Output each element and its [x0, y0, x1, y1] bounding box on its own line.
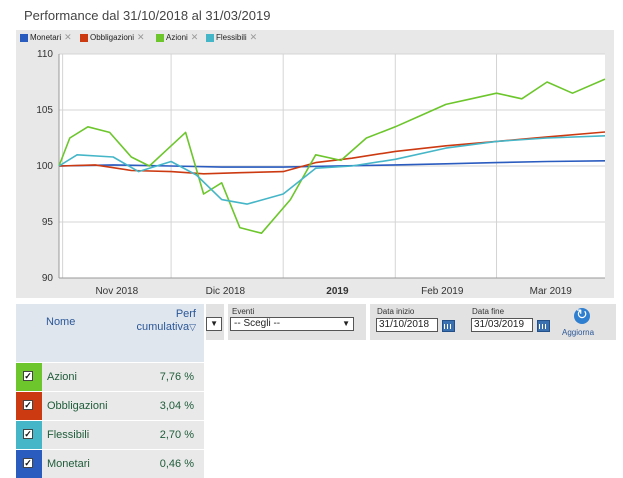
divider: [366, 304, 370, 340]
eventi-value: -- Scegli --: [234, 318, 281, 329]
legend-swatch: [156, 33, 164, 42]
x-tick-label: Nov 2018: [95, 286, 138, 297]
x-tick-label: 2019: [326, 286, 349, 297]
performance-chart: 110 105 100 95 90 Nov 2018 Dic 2018 2019 Feb 201…: [36, 49, 606, 297]
performance-table: Nome Perf cumulativa▽ ✓ Azioni 7,76 % ✓ …: [16, 304, 204, 478]
row-name: Flessibili: [47, 429, 90, 441]
chart-legend: Monetari ✕ Obbligazioni ✕ Azioni ✕ Fless…: [16, 30, 614, 44]
data-fine-label: Data fine: [472, 307, 505, 316]
close-icon[interactable]: ✕: [64, 32, 72, 42]
data-fine-input[interactable]: 31/03/2019: [471, 318, 533, 332]
table-row: ✓ Monetari 0,46 %: [16, 449, 204, 478]
x-tick-label: Dic 2018: [206, 286, 246, 297]
row-name: Monetari: [47, 458, 90, 470]
row-checkbox[interactable]: ✓: [23, 458, 33, 468]
chevron-down-icon: ▼: [210, 319, 218, 328]
table-row: ✓ Flessibili 2,70 %: [16, 420, 204, 449]
row-color-swatch: ✓: [16, 392, 42, 420]
legend-swatch: [206, 33, 214, 42]
column-header-perf[interactable]: Perf cumulativa▽: [137, 308, 197, 334]
row-name: Obbligazioni: [47, 400, 108, 412]
x-tick-label: Feb 2019: [421, 286, 464, 297]
y-tick-label: 90: [42, 273, 54, 284]
y-tick-label: 105: [36, 105, 53, 116]
data-inizio-label: Data inizio: [377, 307, 415, 316]
aggiorna-button[interactable]: Aggiorna: [562, 328, 595, 337]
legend-item-monetari[interactable]: Monetari ✕: [20, 32, 72, 43]
perf-header-line2: cumulativa: [136, 321, 190, 333]
chevron-down-icon: ▼: [342, 319, 350, 328]
column-header-nome[interactable]: Nome: [46, 316, 76, 328]
series-line-flessibili: [58, 135, 606, 205]
controls-bar: ▼ Eventi -- Scegli -- ▼ Data inizio 31/1…: [206, 304, 616, 340]
row-color-swatch: ✓: [16, 450, 42, 478]
row-checkbox[interactable]: ✓: [23, 400, 33, 410]
page-title: Performance dal 31/10/2018 al 31/03/2019: [24, 8, 271, 23]
row-name: Azioni: [47, 371, 77, 383]
legend-swatch: [80, 33, 88, 42]
calendar-icon[interactable]: [537, 320, 550, 332]
divider: [224, 304, 228, 340]
close-icon[interactable]: ✕: [137, 32, 145, 42]
y-tick-label: 110: [37, 49, 53, 60]
legend-item-flessibili[interactable]: Flessibili ✕: [206, 32, 257, 43]
legend-label: Monetari: [30, 33, 62, 42]
legend-item-obbligazioni[interactable]: Obbligazioni ✕: [80, 32, 145, 43]
series-line-monetari: [58, 160, 606, 168]
refresh-icon[interactable]: [574, 306, 590, 324]
y-tick-label: 100: [36, 161, 53, 172]
row-checkbox[interactable]: ✓: [23, 429, 33, 439]
legend-swatch: [20, 33, 28, 42]
y-tick-label: 95: [42, 217, 54, 228]
data-inizio-input[interactable]: 31/10/2018: [376, 318, 438, 332]
close-icon[interactable]: ✕: [249, 32, 258, 42]
row-color-swatch: ✓: [16, 421, 42, 449]
legend-label: Azioni: [166, 33, 188, 42]
x-tick-label: Mar 2019: [530, 286, 573, 297]
table-header: Nome Perf cumulativa▽: [16, 304, 204, 362]
series-line-azioni: [58, 78, 606, 234]
table-row: ✓ Obbligazioni 3,04 %: [16, 391, 204, 420]
row-checkbox[interactable]: ✓: [23, 371, 33, 381]
row-value: 2,70 %: [159, 429, 194, 441]
table-row: ✓ Azioni 7,76 %: [16, 362, 204, 391]
close-icon[interactable]: ✕: [190, 32, 199, 42]
row-color-swatch: ✓: [16, 363, 42, 391]
legend-item-azioni[interactable]: Azioni ✕: [156, 32, 198, 43]
row-value: 0,46 %: [159, 458, 194, 470]
period-select[interactable]: ▼: [206, 317, 222, 331]
sort-icon: ▽: [189, 322, 196, 332]
legend-label: Obbligazioni: [90, 33, 135, 42]
row-value: 3,04 %: [159, 400, 194, 412]
calendar-icon[interactable]: [442, 320, 455, 332]
eventi-label: Eventi: [232, 307, 255, 316]
eventi-select[interactable]: -- Scegli -- ▼: [230, 317, 354, 331]
legend-label: Flessibili: [216, 33, 247, 42]
row-value: 7,76 %: [159, 371, 194, 383]
perf-header-line1: Perf: [175, 308, 196, 320]
